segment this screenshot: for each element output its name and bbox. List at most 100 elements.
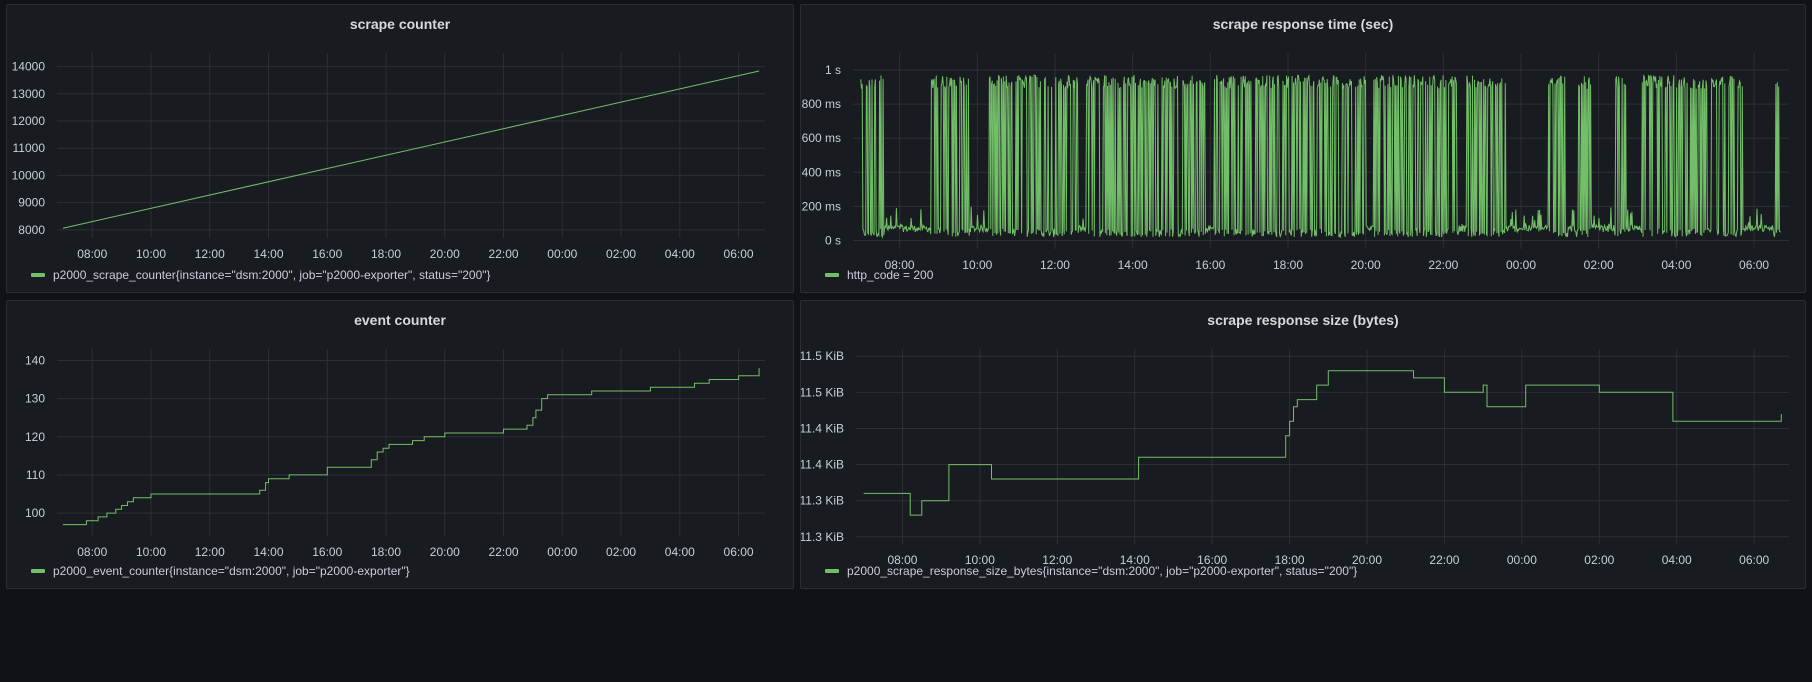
y-tick-label: 1 s: [825, 63, 841, 77]
x-tick-label: 02:00: [1584, 553, 1614, 567]
y-tick-label: 140: [25, 353, 45, 367]
x-tick-label: 10:00: [136, 247, 166, 261]
panel-title[interactable]: scrape response time (sec): [1212, 16, 1394, 32]
x-tick-label: 18:00: [371, 247, 401, 261]
scrape-counter-panel: scrape counter 08:00 10:00 12:00 14:00 16:00…: [6, 4, 794, 293]
y-tick-label: 8000: [18, 223, 45, 237]
y-tick-label: 400 ms: [802, 165, 841, 179]
legend-label: p2000_event_counter{instance="dsm:2000",…: [53, 564, 410, 578]
legend-item[interactable]: p2000_scrape_counter{instance="dsm:2000"…: [31, 268, 491, 282]
y-tick-label: 11.4 KiB: [801, 458, 844, 472]
x-tick-label: 02:00: [606, 247, 636, 261]
x-tick-label: 12:00: [1042, 553, 1072, 567]
scrape-response-size-panel: scrape response size (bytes) 08:00 10:00 1…: [800, 300, 1806, 589]
x-tick-label: 18:00: [1275, 553, 1305, 567]
x-tick-label: 14:00: [254, 247, 284, 261]
x-tick-label: 04:00: [1662, 553, 1692, 567]
y-tick-label: 11.3 KiB: [801, 494, 844, 508]
x-tick-label: 08:00: [887, 553, 917, 567]
y-tick-label: 800 ms: [802, 97, 841, 111]
x-tick-label: 08:00: [77, 247, 107, 261]
legend-label: http_code = 200: [847, 268, 934, 282]
y-tick-label: 110: [26, 468, 45, 482]
x-tick-label: 00:00: [1507, 553, 1537, 567]
panel-title[interactable]: event counter: [354, 312, 446, 328]
x-tick-label: 22:00: [1428, 258, 1458, 272]
x-tick-label: 10:00: [965, 553, 995, 567]
legend-swatch: [31, 569, 45, 573]
x-tick-label: 08:00: [885, 258, 915, 272]
x-tick-label: 12:00: [195, 247, 225, 261]
series-line[interactable]: [62, 368, 760, 526]
x-tick-label: 22:00: [489, 247, 519, 261]
x-tick-label: 18:00: [371, 545, 401, 559]
x-tick-label: 12:00: [1040, 258, 1070, 272]
y-tick-label: 130: [25, 392, 45, 406]
x-tick-label: 02:00: [1584, 258, 1614, 272]
x-tick-label: 20:00: [1352, 553, 1382, 567]
x-tick-label: 20:00: [430, 247, 460, 261]
scrape-counter-chart: 08:00 10:00 12:00 14:00 16:00 18:00 20:00 22:00…: [12, 53, 765, 261]
legend-swatch: [825, 569, 839, 573]
x-tick-label: 14:00: [254, 545, 284, 559]
event-counter-chart: 08:00 10:00 12:00 14:00 16:00 18:00 20:00 22:00…: [25, 349, 765, 559]
x-tick-label: 14:00: [1120, 553, 1150, 567]
x-tick-label: 06:00: [1739, 258, 1769, 272]
x-tick-label: 04:00: [665, 545, 695, 559]
y-tick-label: 13000: [12, 87, 46, 101]
x-tick-label: 10:00: [136, 545, 166, 559]
y-tick-label: 9000: [18, 196, 45, 210]
y-tick-label: 600 ms: [802, 131, 841, 145]
y-tick-label: 200 ms: [802, 199, 841, 213]
y-tick-label: 11.3 KiB: [801, 530, 844, 544]
y-tick-label: 0 s: [825, 233, 841, 247]
x-tick-label: 20:00: [430, 545, 460, 559]
x-tick-label: 04:00: [665, 247, 695, 261]
x-tick-label: 06:00: [724, 545, 754, 559]
y-tick-label: 100: [25, 506, 45, 520]
series-line[interactable]: [863, 370, 1782, 516]
legend-label: p2000_scrape_counter{instance="dsm:2000"…: [53, 268, 491, 282]
x-tick-label: 00:00: [547, 247, 577, 261]
scrape-response-size-chart: 08:00 10:00 12:00 14:00 16:00 18:00 20:00 22:00…: [801, 349, 1789, 567]
y-tick-label: 11.5 KiB: [801, 385, 844, 399]
y-tick-label: 120: [25, 430, 45, 444]
x-tick-label: 16:00: [1195, 258, 1225, 272]
y-tick-label: 14000: [12, 60, 46, 74]
x-tick-label: 06:00: [1739, 553, 1769, 567]
x-tick-label: 22:00: [1429, 553, 1459, 567]
legend-label: p2000_scrape_response_size_bytes{instanc…: [847, 564, 1358, 578]
series-line[interactable]: [860, 73, 1782, 239]
event-counter-panel: event counter 08:00 10:00 12:00 14:00 16:00 1…: [6, 300, 794, 589]
legend-item[interactable]: p2000_scrape_response_size_bytes{instanc…: [825, 564, 1357, 578]
x-tick-label: 06:00: [724, 247, 754, 261]
y-tick-label: 11.5 KiB: [801, 349, 844, 363]
x-tick-label: 16:00: [312, 247, 342, 261]
scrape-response-time-panel: scrape response time (sec) 08:00 10:00 12:…: [800, 4, 1806, 293]
x-tick-label: 16:00: [312, 545, 342, 559]
x-tick-label: 20:00: [1351, 258, 1381, 272]
x-tick-label: 10:00: [962, 258, 992, 272]
legend-item[interactable]: p2000_event_counter{instance="dsm:2000",…: [31, 564, 410, 578]
series-line[interactable]: [62, 70, 760, 229]
x-tick-label: 18:00: [1273, 258, 1303, 272]
panel-title[interactable]: scrape counter: [349, 16, 451, 32]
x-tick-label: 14:00: [1118, 258, 1148, 272]
panel-title[interactable]: scrape response size (bytes): [1207, 312, 1399, 328]
x-tick-label: 08:00: [77, 545, 107, 559]
x-tick-label: 12:00: [195, 545, 225, 559]
x-tick-label: 22:00: [489, 545, 519, 559]
y-tick-label: 11.4 KiB: [801, 421, 844, 435]
x-tick-label: 16:00: [1197, 553, 1227, 567]
y-tick-label: 11000: [13, 141, 46, 155]
x-tick-label: 00:00: [547, 545, 577, 559]
scrape-response-time-chart: 08:00 10:00 12:00 14:00 16:00 18:00 20:00 22:00…: [802, 53, 1789, 272]
legend-swatch: [825, 273, 839, 277]
y-tick-label: 12000: [12, 114, 46, 128]
legend-swatch: [31, 273, 45, 277]
x-tick-label: 00:00: [1506, 258, 1536, 272]
x-tick-label: 02:00: [606, 545, 636, 559]
legend-item[interactable]: http_code = 200: [825, 268, 933, 282]
y-tick-label: 10000: [12, 168, 46, 182]
x-tick-label: 04:00: [1661, 258, 1691, 272]
